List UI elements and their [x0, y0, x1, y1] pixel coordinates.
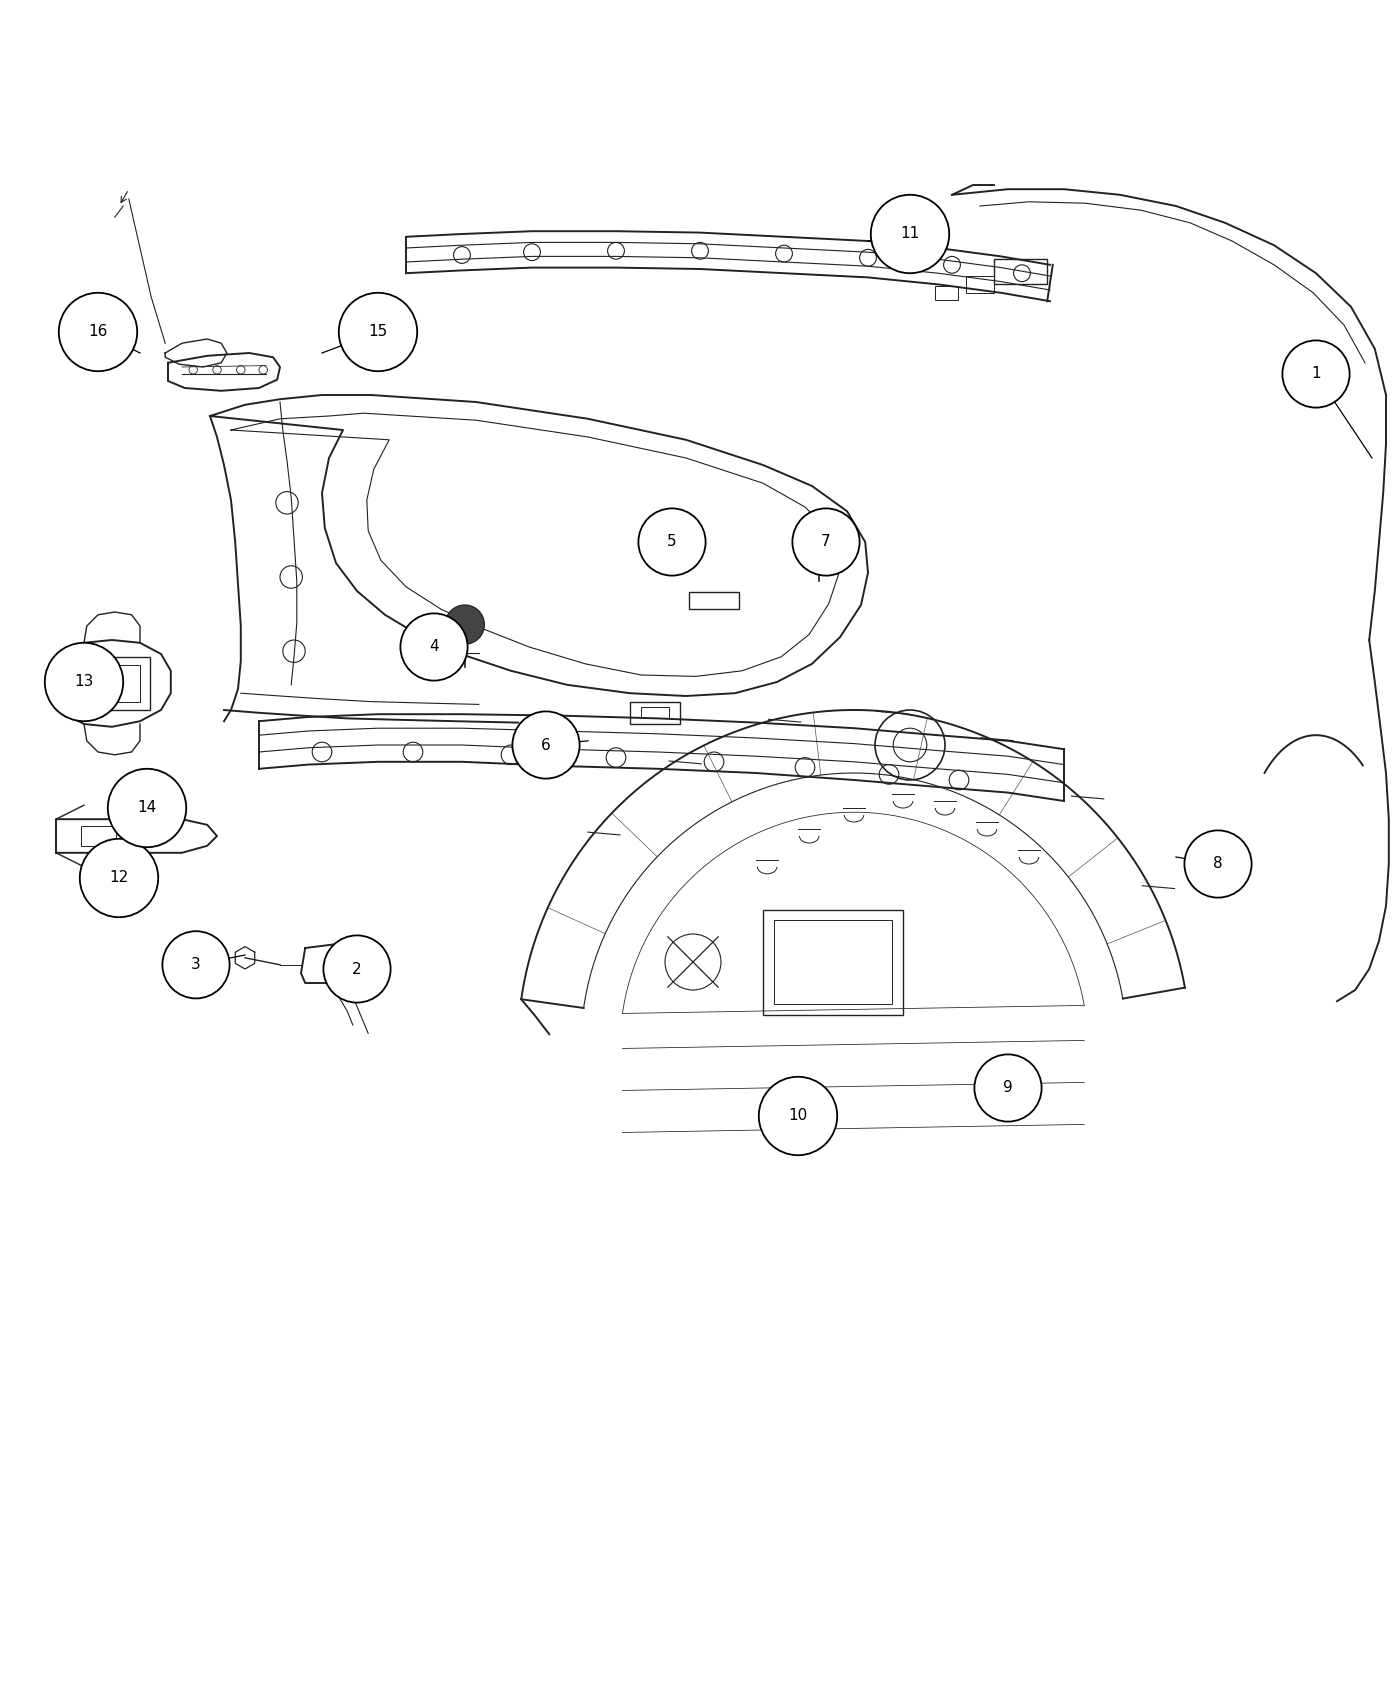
Circle shape [45, 643, 123, 721]
Circle shape [400, 614, 468, 680]
Text: 4: 4 [430, 639, 438, 655]
Circle shape [871, 196, 949, 274]
Bar [689, 592, 739, 609]
Bar [81, 665, 140, 702]
Bar [966, 275, 994, 292]
Circle shape [1184, 830, 1252, 898]
Circle shape [80, 838, 158, 918]
Text: 16: 16 [88, 325, 108, 340]
Bar [935, 286, 958, 299]
Text: 13: 13 [74, 675, 94, 690]
Text: 15: 15 [368, 325, 388, 340]
Circle shape [759, 1076, 837, 1156]
Circle shape [59, 292, 137, 371]
Circle shape [108, 768, 186, 847]
Text: 2: 2 [353, 962, 361, 976]
Bar [994, 258, 1047, 284]
Text: 10: 10 [788, 1108, 808, 1124]
Text: 5: 5 [668, 534, 676, 549]
Text: 12: 12 [109, 870, 129, 886]
Circle shape [792, 508, 860, 576]
Text: 3: 3 [192, 957, 200, 972]
Text: 7: 7 [822, 534, 830, 549]
Text: 11: 11 [900, 226, 920, 241]
Text: 6: 6 [542, 738, 550, 753]
Circle shape [638, 508, 706, 576]
Circle shape [339, 292, 417, 371]
Circle shape [512, 711, 580, 779]
Circle shape [162, 932, 230, 998]
Text: 8: 8 [1214, 857, 1222, 872]
Text: 1: 1 [1312, 367, 1320, 381]
Bar [73, 656, 150, 711]
Bar [630, 702, 680, 724]
Circle shape [1282, 340, 1350, 408]
Circle shape [323, 935, 391, 1003]
Bar [81, 826, 116, 847]
Circle shape [445, 605, 484, 644]
Circle shape [974, 1054, 1042, 1122]
Text: 14: 14 [137, 801, 157, 816]
Text: 9: 9 [1004, 1081, 1012, 1095]
Bar [763, 910, 903, 1015]
Bar [774, 920, 892, 1005]
Bar [641, 707, 669, 719]
